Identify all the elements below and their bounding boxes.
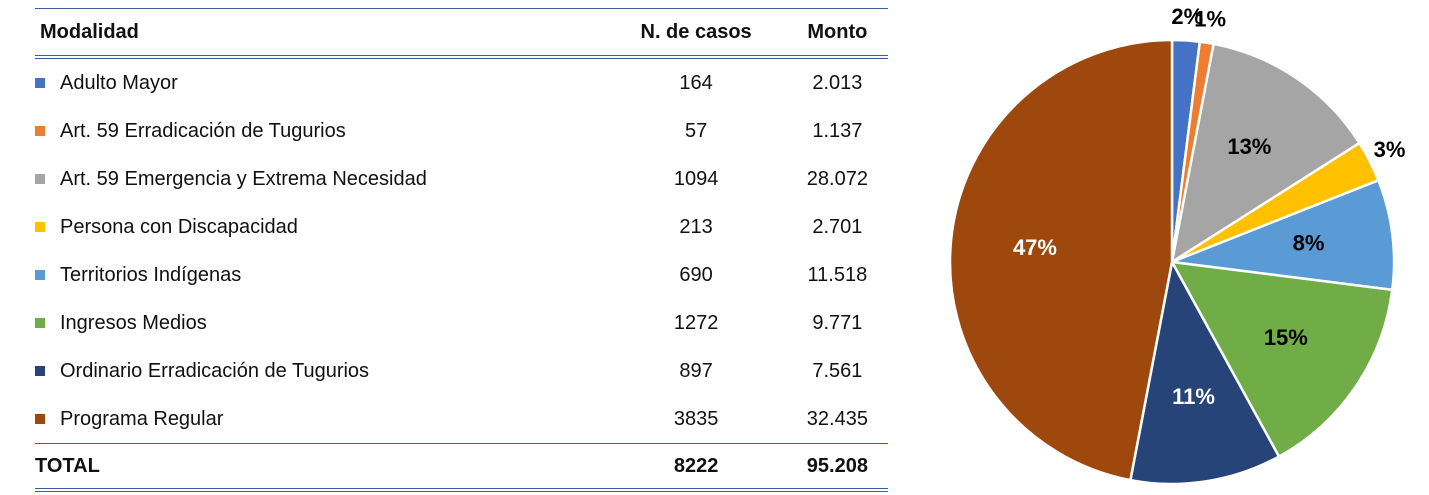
- data-label: 1%: [1194, 7, 1226, 32]
- table-row: Ingresos Medios 1272 9.771: [35, 299, 888, 347]
- table-row: Persona con Discapacidad 213 2.701: [35, 203, 888, 251]
- table-row: Territorios Indígenas 690 11.518: [35, 251, 888, 299]
- row-label: Ingresos Medios: [60, 312, 207, 334]
- legend-swatch: [35, 318, 45, 328]
- value-cell: 213: [679, 215, 713, 238]
- value-cell: 2.701: [812, 215, 863, 238]
- header-cell: Modalidad: [35, 8, 606, 59]
- label-cell: Adulto Mayor: [35, 57, 605, 107]
- row-label: Art. 59 Erradicación de Tugurios: [60, 120, 346, 142]
- row-label: Art. 59 Emergencia y Extrema Necesidad: [60, 168, 427, 190]
- pie-slice: [1171, 178, 1396, 292]
- data-label: 3%: [1374, 137, 1406, 162]
- pie-slice: [1128, 258, 1281, 486]
- header-cell: Monto: [786, 8, 888, 59]
- legend-swatch: [35, 270, 45, 280]
- data-label: 47%: [1013, 235, 1057, 260]
- value-cell: 11.518: [807, 263, 868, 286]
- legend-swatch: [35, 366, 45, 376]
- value-cell: 1094: [673, 167, 719, 190]
- legend-swatch: [35, 222, 45, 232]
- table-row: Ordinario Erradicación de Tugurios 897 7.5…: [35, 347, 888, 395]
- row-label: Ordinario Erradicación de Tugurios: [60, 360, 370, 382]
- table-row: Art. 59 Erradicación de Tugurios 57 1.137: [35, 107, 888, 155]
- pie-slice: [1170, 42, 1362, 265]
- value-cell: 1272: [673, 311, 719, 334]
- label-cell: Territorios Indígenas: [35, 251, 605, 299]
- header-cell: N. de casos: [605, 8, 787, 59]
- value-cell: 3835: [673, 407, 719, 430]
- value-cell: 897: [679, 359, 713, 382]
- pie-slice: [948, 38, 1174, 482]
- row-label: Territorios Indígenas: [60, 264, 242, 286]
- label-cell: Programa Regular: [35, 395, 605, 444]
- data-label: 13%: [1227, 134, 1271, 159]
- pie-slice: [1169, 260, 1394, 459]
- table-row: Adulto Mayor 164 2.013: [35, 57, 888, 107]
- data-table: Modalidad N. de casos Monto Adulto Mayor…: [35, 8, 888, 492]
- value-cell: 164: [679, 71, 713, 94]
- value-cell: 57: [684, 119, 708, 142]
- value-cell: 32.435: [806, 407, 868, 430]
- label-cell: Art. 59 Erradicación de Tugurios: [35, 107, 605, 155]
- value-cell: 28.072: [806, 167, 868, 190]
- total-value: 95.208: [786, 443, 888, 492]
- total-label: TOTAL: [35, 443, 606, 492]
- data-label: 15%: [1264, 325, 1308, 350]
- total-value: 8222: [605, 443, 787, 492]
- header-row: Modalidad N. de casos Monto: [35, 8, 888, 59]
- total-row: TOTAL 8222 95.208: [35, 443, 888, 492]
- legend-swatch: [35, 414, 45, 424]
- data-label: 11%: [1172, 384, 1215, 409]
- value-cell: 2.013: [812, 71, 863, 94]
- row-label: Adulto Mayor: [60, 72, 178, 94]
- value-cell: 7.561: [812, 359, 863, 382]
- label-cell: Ordinario Erradicación de Tugurios: [35, 347, 605, 395]
- label-cell: Ingresos Medios: [35, 299, 605, 347]
- table-row: Programa Regular 3835 32.435: [35, 395, 888, 444]
- value-cell: 1.137: [812, 119, 863, 142]
- table-row: Art. 59 Emergencia y Extrema Necesidad 10…: [35, 155, 888, 203]
- legend-swatch: [35, 126, 45, 136]
- data-label: 8%: [1293, 231, 1325, 256]
- data-label: 2%: [1171, 4, 1203, 29]
- legend-swatch: [35, 78, 45, 88]
- row-label: Programa Regular: [60, 408, 224, 430]
- value-cell: 690: [679, 263, 713, 286]
- value-cell: 9.771: [812, 311, 863, 334]
- label-cell: Persona con Discapacidad: [35, 203, 605, 251]
- label-cell: Art. 59 Emergencia y Extrema Necesidad: [35, 155, 605, 203]
- legend-swatch: [35, 174, 45, 184]
- row-label: Persona con Discapacidad: [60, 216, 298, 238]
